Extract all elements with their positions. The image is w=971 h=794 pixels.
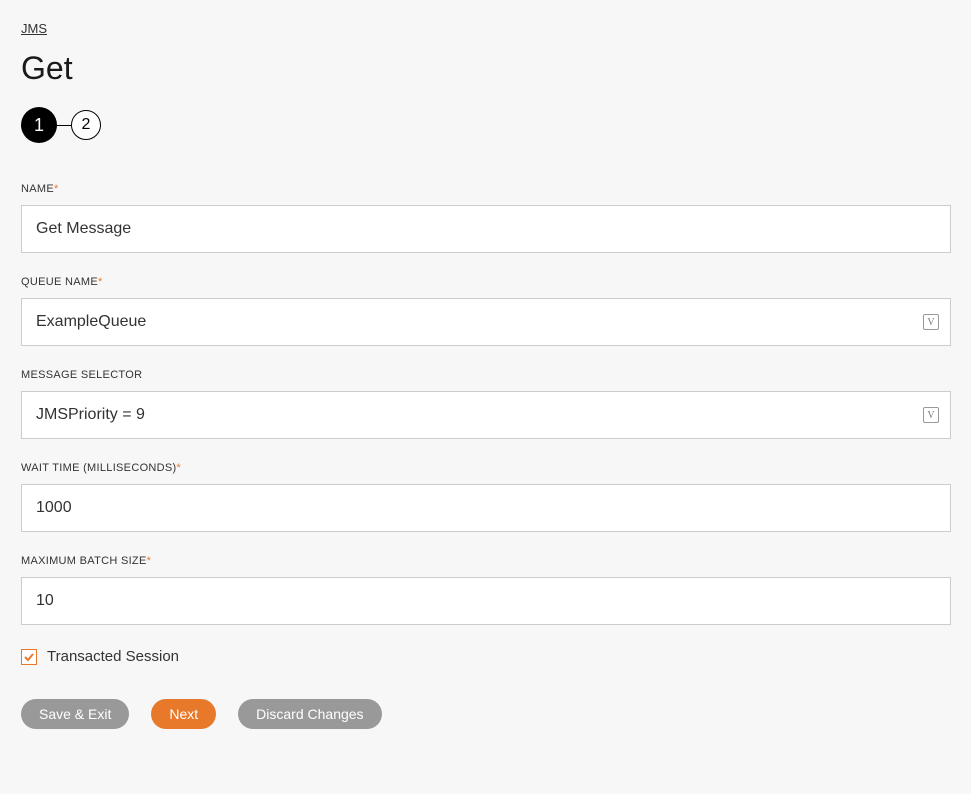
breadcrumb-link[interactable]: JMS [21, 21, 47, 36]
queue-name-input[interactable] [21, 298, 951, 346]
stepper: 1 2 [21, 107, 951, 143]
field-wait-time: WAIT TIME (MILLISECONDS)* [21, 462, 951, 532]
button-row: Save & Exit Next Discard Changes [21, 699, 951, 729]
field-message-selector: MESSAGE SELECTOR V [21, 369, 951, 439]
wait-time-input[interactable] [21, 484, 951, 532]
step-connector [57, 125, 71, 126]
field-queue-name: QUEUE NAME* V [21, 276, 951, 346]
queue-name-label: QUEUE NAME* [21, 276, 951, 288]
message-selector-label: MESSAGE SELECTOR [21, 369, 951, 381]
next-button[interactable]: Next [151, 699, 216, 729]
required-mark: * [177, 462, 182, 474]
transacted-session-label: Transacted Session [47, 648, 179, 665]
discard-changes-button[interactable]: Discard Changes [238, 699, 381, 729]
save-exit-button[interactable]: Save & Exit [21, 699, 129, 729]
page-title: Get [21, 50, 951, 87]
variable-icon[interactable]: V [923, 407, 939, 423]
message-selector-input[interactable] [21, 391, 951, 439]
required-mark: * [147, 555, 152, 567]
max-batch-size-label: MAXIMUM BATCH SIZE* [21, 555, 951, 567]
step-2[interactable]: 2 [71, 110, 101, 140]
field-name: NAME* [21, 183, 951, 253]
transacted-session-checkbox[interactable] [21, 649, 37, 665]
name-label: NAME* [21, 183, 951, 195]
required-mark: * [54, 183, 59, 195]
check-icon [23, 651, 35, 663]
variable-icon[interactable]: V [923, 314, 939, 330]
max-batch-size-input[interactable] [21, 577, 951, 625]
required-mark: * [98, 276, 103, 288]
wait-time-label: WAIT TIME (MILLISECONDS)* [21, 462, 951, 474]
transacted-session-row: Transacted Session [21, 648, 951, 665]
name-input[interactable] [21, 205, 951, 253]
field-max-batch-size: MAXIMUM BATCH SIZE* [21, 555, 951, 625]
step-1[interactable]: 1 [21, 107, 57, 143]
